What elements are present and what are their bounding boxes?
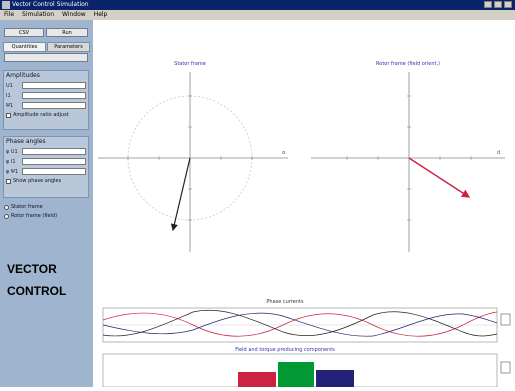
- field-label: φ I1: [6, 158, 16, 165]
- psi1-input[interactable]: [22, 102, 86, 109]
- radio-stator-frame[interactable]: Stator frame: [4, 204, 43, 210]
- u1-input[interactable]: [22, 82, 86, 89]
- vector-label: VECTOR: [7, 262, 57, 276]
- bar-red: [238, 372, 276, 387]
- radio-button[interactable]: [4, 213, 9, 219]
- left-x-axis-symbol: α: [282, 150, 286, 156]
- field-label: φ U1: [6, 148, 18, 155]
- left-plot-title: Stator frame: [174, 61, 206, 67]
- phase-current-a: [102, 311, 498, 337]
- app-icon: [2, 1, 10, 9]
- field-label: I1: [6, 92, 11, 99]
- sidebar: CSV Run Quantities Parameters Amplitudes…: [0, 20, 93, 387]
- menu-window[interactable]: Window: [62, 11, 86, 18]
- amplitudes-group: Amplitudes U1 I1 Ψ1 Amplitude ratio adju…: [3, 70, 89, 130]
- i1-input[interactable]: [22, 92, 86, 99]
- left-x-ticks: [127, 156, 253, 160]
- field-row: φ I1: [6, 157, 86, 166]
- menu-simulation[interactable]: Simulation: [22, 11, 55, 18]
- menu-file[interactable]: File: [4, 11, 15, 18]
- field-label: U1: [6, 82, 13, 89]
- csv-button[interactable]: CSV: [4, 28, 44, 37]
- phase-current-b: [102, 309, 498, 337]
- tab-strip: Quantities Parameters: [3, 42, 90, 52]
- phase-group: Phase angles φ U1 φ I1 φ Ψ1 Show phase a…: [3, 136, 89, 198]
- bar-green: [278, 362, 314, 387]
- window-controls: [484, 1, 512, 8]
- tab-quantities[interactable]: Quantities: [3, 42, 46, 52]
- checkbox-label: Show phase angles: [13, 178, 62, 184]
- amplitude-checkbox-row[interactable]: Amplitude ratio adjust: [6, 111, 86, 119]
- field-row: φ Ψ1: [6, 167, 86, 176]
- radio-label: Stator frame: [11, 204, 43, 210]
- menu-bar: File Simulation Window Help: [0, 10, 515, 20]
- time-plot-title: Phase currents: [266, 299, 304, 305]
- bar-navy: [316, 370, 354, 387]
- phi-u1-input[interactable]: [22, 148, 86, 155]
- bar-plot-title: Field and torque producing components: [235, 347, 335, 353]
- right-x-axis-symbol: d: [497, 150, 500, 156]
- title-bar: Vector Control Simulation: [0, 0, 515, 10]
- checkbox[interactable]: [6, 178, 11, 184]
- checkbox-label: Amplitude ratio adjust: [13, 112, 69, 118]
- run-button[interactable]: Run: [46, 28, 88, 37]
- phase-title: Phase angles: [6, 138, 46, 145]
- right-x-ticks: [346, 156, 472, 160]
- radio-label: Rotor frame (field): [11, 213, 58, 219]
- left-vector-arrow: [170, 157, 191, 232]
- field-label: φ Ψ1: [6, 168, 19, 175]
- time-plot-legend[interactable]: [500, 313, 511, 326]
- plots-svg: Stator frame α Rotor frame (field orient…: [98, 61, 511, 388]
- field-row: U1: [6, 81, 86, 90]
- amplitudes-title: Amplitudes: [6, 72, 40, 79]
- checkbox[interactable]: [6, 112, 11, 118]
- field-row: I1: [6, 91, 86, 100]
- menu-help[interactable]: Help: [93, 11, 108, 18]
- field-row: φ U1: [6, 147, 86, 156]
- control-label: CONTROL: [7, 284, 67, 298]
- left-y-ticks: [188, 95, 192, 221]
- phi-psi1-input[interactable]: [22, 168, 86, 175]
- maximize-button[interactable]: [494, 1, 502, 8]
- right-vector-arrow: [408, 157, 471, 198]
- field-row: Ψ1: [6, 101, 86, 110]
- right-plot-title: Rotor frame (field orient.): [376, 61, 440, 67]
- close-button[interactable]: [504, 1, 512, 8]
- right-y-ticks: [407, 95, 411, 221]
- minimize-button[interactable]: [484, 1, 492, 8]
- bar-plot-legend[interactable]: [500, 361, 511, 374]
- phi-i1-input[interactable]: [22, 158, 86, 165]
- plot-area: Stator frame α Rotor frame (field orient…: [93, 20, 515, 388]
- phase-checkbox-row[interactable]: Show phase angles: [6, 177, 86, 185]
- tab-parameters[interactable]: Parameters: [47, 42, 90, 52]
- field-label: Ψ1: [6, 102, 14, 109]
- window-title: Vector Control Simulation: [12, 1, 89, 8]
- radio-button[interactable]: [4, 204, 9, 210]
- selector-dropdown[interactable]: [4, 53, 88, 62]
- radio-rotor-frame[interactable]: Rotor frame (field): [4, 213, 57, 219]
- phase-current-c: [102, 312, 498, 337]
